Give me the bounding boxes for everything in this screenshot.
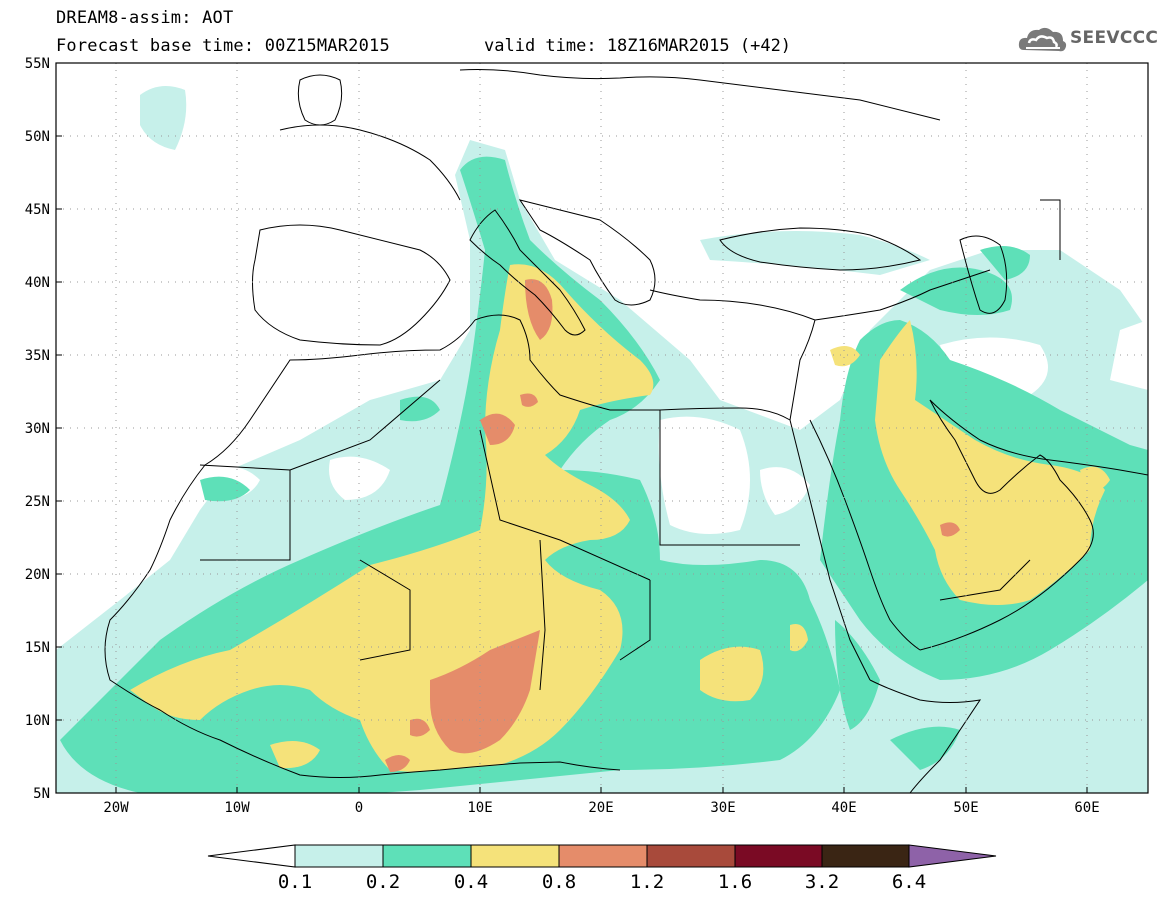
lon-label: 10E [467,800,492,816]
lat-label: 30N [25,421,50,437]
logo-text: SEEVCCC [1070,28,1159,48]
lat-label: 20N [25,567,50,583]
lat-label: 55N [25,56,50,72]
axis-ticks [56,62,1088,794]
lon-label: 50E [953,800,978,816]
lat-label: 10N [25,713,50,729]
lat-label: 40N [25,275,50,291]
colorbar-label: 1.6 [717,871,753,893]
cloud-icon [1018,27,1067,52]
colorbar-segment [646,844,736,868]
valid-time: valid time: 18Z16MAR2015 (+42) [484,36,792,56]
aot-holes [210,320,1148,575]
aot-band-0.8 [385,279,960,772]
coastlines [104,69,1148,793]
colorbar-label: 1.2 [629,871,665,893]
colorbar-segment [470,844,560,868]
lat-label: 45N [25,202,50,218]
seevccc-logo: SEEVCCC [1016,22,1159,58]
graticule [56,63,1148,793]
colorbar-segment [558,844,648,868]
colorbar [207,844,997,868]
forecast-base-time: Forecast base time: 00Z15MAR2015 [56,36,390,56]
lon-label: 0 [355,800,363,816]
colorbar-segment [734,844,823,868]
lat-label: 5N [33,786,50,802]
colorbar-label: 0.4 [453,871,489,893]
colorbar-label: 0.8 [541,871,577,893]
lon-label: 60E [1074,800,1099,816]
colorbar-segment [382,844,472,868]
lon-label: 40E [831,800,856,816]
colorbar-below-triangle [207,844,296,868]
colorbar-label: 0.1 [277,871,313,893]
map-title: DREAM8-assim: AOT [56,8,234,28]
colorbar-label: 3.2 [804,871,840,893]
lat-label: 50N [25,129,50,145]
latitude-labels: 55N 50N 45N 40N 35N 30N 25N 20N 15N 10N … [25,56,50,802]
lat-label: 25N [25,494,50,510]
colorbar-segment [821,844,910,868]
aot-coast-band [380,762,540,780]
colorbar-label: 6.4 [891,871,927,893]
lon-label: 30E [710,800,735,816]
lat-label: 15N [25,640,50,656]
colorbar-segment [294,844,384,868]
colorbar-label: 0.2 [365,871,401,893]
lat-label: 35N [25,348,50,364]
lon-label: 20W [103,800,129,816]
lon-label: 20E [588,800,613,816]
lon-label: 10W [224,800,250,816]
longitude-labels: 20W 10W 0 10E 20E 30E 40E 50E 60E [103,800,1099,816]
colorbar-above-triangle [908,844,997,868]
